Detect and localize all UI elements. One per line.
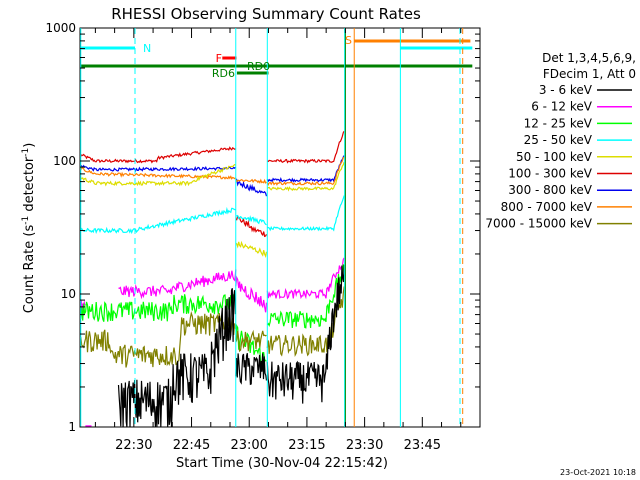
x-tick-label: 22:30 <box>115 438 152 453</box>
legend-label: 12 - 25 keV <box>524 116 593 130</box>
series-800-7000 <box>80 167 236 180</box>
series-layer <box>80 130 345 428</box>
y-tick-label: 1 <box>68 420 76 434</box>
legend-header-1: Det 1,3,4,5,6,9, <box>542 51 636 65</box>
series-300-800 <box>266 155 345 183</box>
legend-label: 100 - 300 keV <box>508 167 592 181</box>
series-100-300 <box>267 130 345 164</box>
plot-frame <box>79 27 481 428</box>
y-axis-label: Count Rate (s-1 detector-1) <box>21 143 37 314</box>
series-25-50 <box>235 214 267 226</box>
series-100-300 <box>80 146 236 164</box>
night-label: N <box>143 42 151 55</box>
series-25-50 <box>80 206 236 235</box>
series-25-50 <box>267 195 345 232</box>
legend-label: 800 - 7000 keV <box>501 200 593 214</box>
y-tick-label: 1000 <box>45 21 76 35</box>
series-6-12 <box>235 275 268 313</box>
x-tick-label: 23:00 <box>230 438 267 453</box>
series-6-12 <box>118 269 237 300</box>
rd0-label: RD0 <box>247 60 270 73</box>
series-100-300 <box>250 225 268 238</box>
series-3-6 <box>266 264 345 404</box>
x-tick-label: 23:45 <box>404 438 441 453</box>
x-tick-label: 22:45 <box>173 438 210 453</box>
plot-area <box>79 27 481 428</box>
y-tick-label: 10 <box>61 287 76 301</box>
chart-title: RHESSI Observing Summary Count Rates <box>111 5 421 23</box>
x-axis-label: Start Time (30-Nov-04 22:15:42) <box>176 456 388 471</box>
timestamp: 23-Oct-2021 10:18 <box>560 468 636 477</box>
x-tick-label: 23:15 <box>288 438 325 453</box>
legend-label: 7000 - 15000 keV <box>485 217 592 231</box>
series-7000-15000 <box>235 329 267 353</box>
series-50-100 <box>80 164 236 187</box>
legend-label: 3 - 6 keV <box>539 83 593 97</box>
x-tick-label: 23:30 <box>346 438 383 453</box>
legend-label: 50 - 100 keV <box>516 150 593 164</box>
series-800-7000 <box>266 156 345 186</box>
series-300-800 <box>80 164 237 172</box>
bands-layer <box>80 39 473 75</box>
rd6-label: RD6 <box>212 67 235 80</box>
saa-label: S <box>345 34 352 47</box>
flare-label: F <box>216 52 222 65</box>
series-12-25 <box>266 264 345 329</box>
series-50-100 <box>235 240 268 258</box>
legend: Det 1,3,4,5,6,9, FDecim 1, Att 0 3 - 6 k… <box>485 51 636 231</box>
series-7000-15000 <box>80 311 237 368</box>
series-3-6 <box>117 288 236 428</box>
legend-label: 6 - 12 keV <box>531 100 593 114</box>
series-6-12 <box>266 257 345 300</box>
y-tick-label: 100 <box>53 154 76 168</box>
legend-label: 25 - 50 keV <box>524 133 593 147</box>
legend-label: 300 - 800 keV <box>508 183 592 197</box>
axis-ticks: 1 10 100 1000 22:30 22:45 23:00 23:15 23:30 23:45 <box>45 21 480 453</box>
legend-header-2: FDecim 1, Att 0 <box>543 67 636 81</box>
series-12-25 <box>80 294 237 322</box>
series-300-800 <box>235 178 268 197</box>
annotation-layer: N S F RD0 RD6 <box>80 28 464 427</box>
series-3-6 <box>235 352 268 386</box>
series-50-100 <box>267 161 345 192</box>
series-800-7000 <box>235 178 267 184</box>
